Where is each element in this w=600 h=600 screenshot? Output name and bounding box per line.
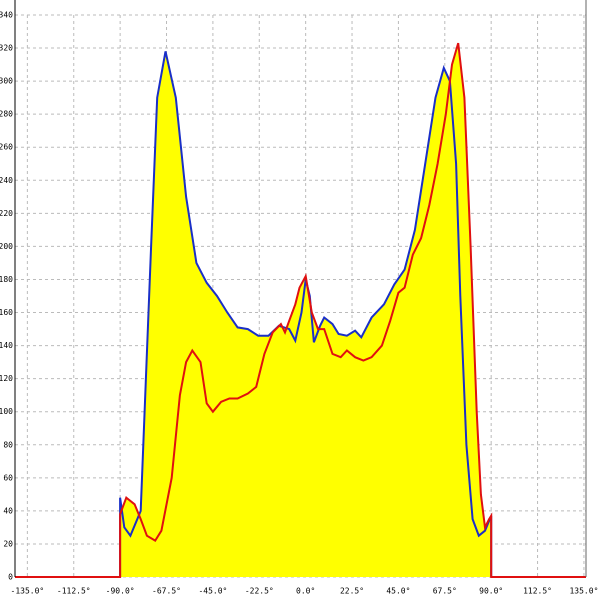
y-tick-label: 320 [0, 44, 13, 53]
x-tick-label: -112.5° [57, 587, 91, 596]
y-tick-label: 60 [3, 473, 13, 482]
y-tick-label: 40 [3, 506, 13, 515]
y-tick-label: 100 [0, 407, 13, 416]
x-tick-label: -135.0° [11, 587, 45, 596]
x-tick-label: -67.5° [152, 587, 181, 596]
x-tick-label: -22.5° [245, 587, 274, 596]
x-tick-label: -90.0° [106, 587, 135, 596]
y-tick-label: 220 [0, 209, 13, 218]
y-tick-label: 120 [0, 374, 13, 383]
y-tick-label: 260 [0, 143, 13, 152]
y-tick-label: 20 [3, 539, 13, 548]
x-tick-label: 135.0° [569, 587, 598, 596]
y-tick-label: 160 [0, 308, 13, 317]
lines [15, 42, 586, 578]
x-tick-label: 112.5° [523, 587, 552, 596]
y-tick-label: 340 [0, 11, 13, 20]
y-tick-label: 280 [0, 110, 13, 119]
x-tick-label: 22.5° [340, 587, 364, 596]
x-tick-label: 90.0° [479, 587, 503, 596]
y-tick-label: 80 [3, 440, 13, 449]
x-tick-label: 0.0° [296, 587, 315, 596]
y-tick-label: 200 [0, 242, 13, 251]
x-tick-label: 67.5° [433, 587, 457, 596]
x-tick-label: 45.0° [386, 587, 410, 596]
x-tick-label: -45.0° [198, 587, 227, 596]
y-tick-label: 180 [0, 275, 13, 284]
series-line [15, 42, 586, 578]
y-tick-label: 240 [0, 176, 13, 185]
y-tick-label: 0 [8, 573, 13, 582]
y-tick-label: 300 [0, 77, 13, 86]
areas [15, 43, 586, 578]
area [15, 43, 586, 578]
y-tick-label: 140 [0, 341, 13, 350]
